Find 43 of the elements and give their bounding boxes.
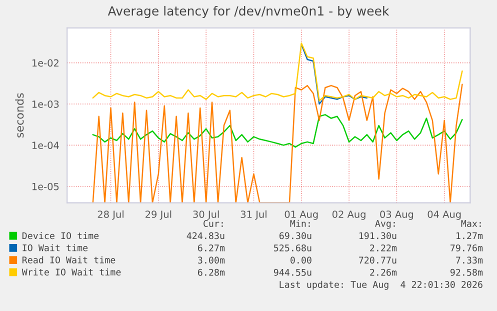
x-tick-label: 31 Jul: [240, 210, 266, 220]
text: Cur:: [204, 220, 223, 227]
text: Max:: [461, 220, 481, 227]
text: 2.22m: [370, 244, 397, 252]
x-tick-label: 03 Aug: [380, 210, 414, 220]
line-series: [92, 114, 463, 148]
text: 92.58m: [450, 268, 483, 276]
text: 1.27m: [456, 232, 483, 240]
text: Last update: Tue Aug 4 22:01:30 2026: [280, 280, 482, 290]
text: 7.33m: [456, 256, 483, 264]
x-tick-label: 01 Aug: [284, 210, 318, 220]
y-axis-title: seconds: [15, 93, 24, 138]
text: 525.68u: [274, 244, 312, 252]
y-tick-label: 1e-03: [32, 100, 59, 108]
line-series: [300, 44, 368, 105]
text: 69.30u: [279, 232, 312, 240]
text: 79.76m: [450, 244, 483, 252]
legend-label: Write IO Wait time: [22, 268, 121, 276]
text: Avg:: [375, 220, 395, 229]
text: Min:: [290, 220, 310, 227]
legend-label: Device IO time: [22, 232, 99, 240]
legend-label: Read IO Wait time: [22, 256, 116, 264]
x-tick-label: 04 Aug: [428, 210, 461, 220]
x-tick-label: 28 Jul: [98, 210, 124, 220]
text: 944.55u: [274, 268, 312, 276]
legend-label: IO Wait time: [22, 244, 88, 252]
text: 6.27m: [198, 244, 225, 252]
x-tick-label: 29 Jul: [146, 210, 172, 220]
text: 191.30u: [359, 232, 396, 240]
text: 0.00: [290, 256, 312, 264]
text: 2.26m: [370, 268, 397, 276]
line-series: [92, 42, 463, 102]
x-tick-label: 02 Aug: [332, 210, 366, 220]
y-tick-label: 1e-04: [32, 142, 59, 150]
text: 6.28m: [198, 268, 225, 276]
text: 3.00m: [198, 256, 225, 264]
text: 424.83u: [186, 232, 224, 240]
y-tick-label: 1e-05: [32, 182, 59, 190]
x-tick-label: 30 Jul: [193, 210, 219, 220]
y-tick-label: 1e-02: [32, 59, 58, 67]
chart-title: Average latency for /dev/nvme0n1 - by week: [108, 6, 390, 18]
text: 720.77u: [358, 256, 396, 264]
line-series: [92, 84, 463, 203]
